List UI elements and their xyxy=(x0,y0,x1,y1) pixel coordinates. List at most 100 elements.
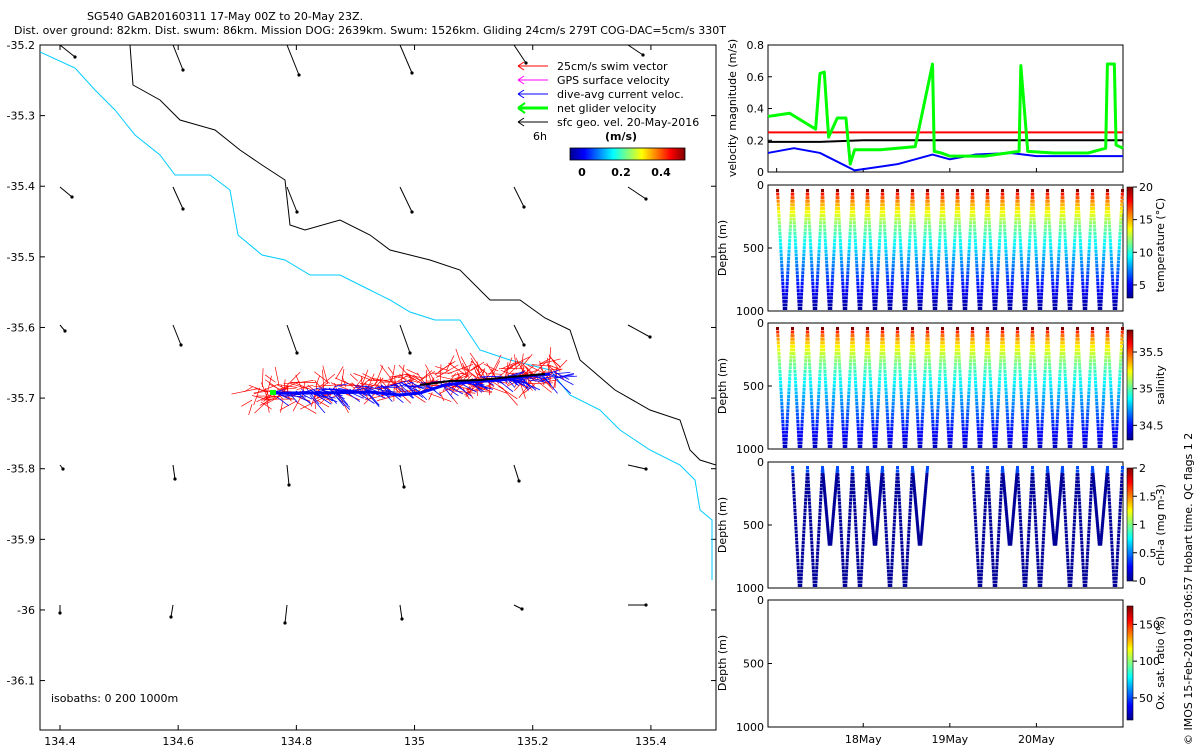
profile-point xyxy=(808,362,812,366)
profile-point xyxy=(1034,256,1038,260)
profile-point xyxy=(883,508,887,512)
profile-point xyxy=(1082,296,1086,300)
profile-point xyxy=(779,249,783,253)
profile-point xyxy=(875,533,879,537)
profile-point xyxy=(805,341,809,345)
profile-point xyxy=(782,434,786,438)
profile-point xyxy=(892,519,896,523)
profile-point xyxy=(849,491,853,495)
profile-point xyxy=(842,580,846,584)
profile-point xyxy=(822,486,826,490)
profile-point xyxy=(906,405,910,409)
profile-point xyxy=(776,199,780,203)
profile-point xyxy=(819,494,823,498)
profile-point xyxy=(845,430,849,434)
profile-point xyxy=(991,555,995,559)
profile-point xyxy=(973,369,977,373)
profile-point xyxy=(988,516,992,520)
profile-point xyxy=(1043,516,1047,520)
profile-point xyxy=(815,416,819,420)
profile-point xyxy=(822,477,826,481)
profile-point xyxy=(1024,307,1028,310)
profile-point xyxy=(808,508,812,512)
profile-point xyxy=(1011,405,1015,409)
profile-point xyxy=(1099,299,1103,303)
profile-point xyxy=(902,580,906,584)
profile-point xyxy=(1059,206,1063,210)
profile-point xyxy=(796,430,800,434)
profile-point xyxy=(1033,239,1037,243)
profile-point xyxy=(878,489,882,493)
profile-point xyxy=(965,281,969,285)
profile-point xyxy=(856,569,860,573)
profile-point xyxy=(902,434,906,438)
profile-point xyxy=(776,196,780,200)
profile-point xyxy=(887,580,891,584)
profile-point xyxy=(882,352,886,356)
profile-point xyxy=(1014,355,1018,359)
profile-point xyxy=(986,189,989,192)
profile-point xyxy=(863,235,867,239)
profile-point xyxy=(878,239,882,243)
profile-point xyxy=(908,377,912,381)
profile-point xyxy=(1039,580,1043,584)
profile-point xyxy=(1086,264,1090,268)
profile-point xyxy=(1061,341,1065,345)
profile-point xyxy=(984,221,988,225)
dive-avg-current-vector xyxy=(543,375,558,394)
profile-point xyxy=(1078,239,1082,243)
profile-point xyxy=(1021,558,1025,562)
profile-point xyxy=(906,274,910,278)
profile-point xyxy=(936,271,940,275)
profile-point xyxy=(923,362,927,366)
profile-point xyxy=(881,480,885,484)
profile-point xyxy=(922,394,926,398)
profile-point xyxy=(897,214,901,218)
profile-point xyxy=(857,576,861,580)
profile-point xyxy=(1092,214,1096,218)
profile-point xyxy=(853,512,857,516)
profile-point xyxy=(1065,544,1069,548)
profile-point xyxy=(998,373,1002,377)
profile-point xyxy=(1120,192,1124,196)
map-ytick-label: -35.6 xyxy=(7,321,35,334)
profile-point xyxy=(926,337,930,341)
profile-point xyxy=(936,412,940,416)
profile-point xyxy=(909,494,913,498)
profile-point xyxy=(863,228,867,232)
profile-point xyxy=(1087,384,1091,388)
swim-vector xyxy=(549,367,553,384)
profile-point xyxy=(869,387,873,391)
profile-point xyxy=(929,253,933,257)
profile-point xyxy=(852,344,856,348)
profile-point xyxy=(960,264,964,268)
profile-point xyxy=(802,253,806,257)
profile-point xyxy=(1057,500,1061,504)
profile-point xyxy=(893,362,897,366)
profile-point xyxy=(1011,271,1015,275)
profile-point xyxy=(956,341,960,345)
profile-point xyxy=(935,416,939,420)
profile-point xyxy=(824,505,828,509)
swim-vector xyxy=(376,395,396,402)
profile-point xyxy=(900,402,904,406)
profile-point xyxy=(988,231,992,235)
profile-point xyxy=(930,271,934,275)
profile-point xyxy=(1109,242,1113,246)
profile-point xyxy=(1011,519,1015,523)
profile-point xyxy=(977,303,981,307)
profile-point xyxy=(884,533,888,537)
profile-point xyxy=(958,369,962,373)
profile-point xyxy=(871,289,875,293)
profile-point xyxy=(990,537,994,541)
profile-point xyxy=(857,580,861,584)
profile-point xyxy=(1033,377,1037,381)
profile-point xyxy=(834,484,838,488)
profile-point xyxy=(916,278,920,282)
profile-point xyxy=(991,430,995,434)
profile-point xyxy=(1012,380,1016,384)
profile-point xyxy=(909,483,913,487)
profile-point xyxy=(1078,516,1082,520)
profile-point xyxy=(931,416,935,420)
profile-point xyxy=(987,217,991,221)
